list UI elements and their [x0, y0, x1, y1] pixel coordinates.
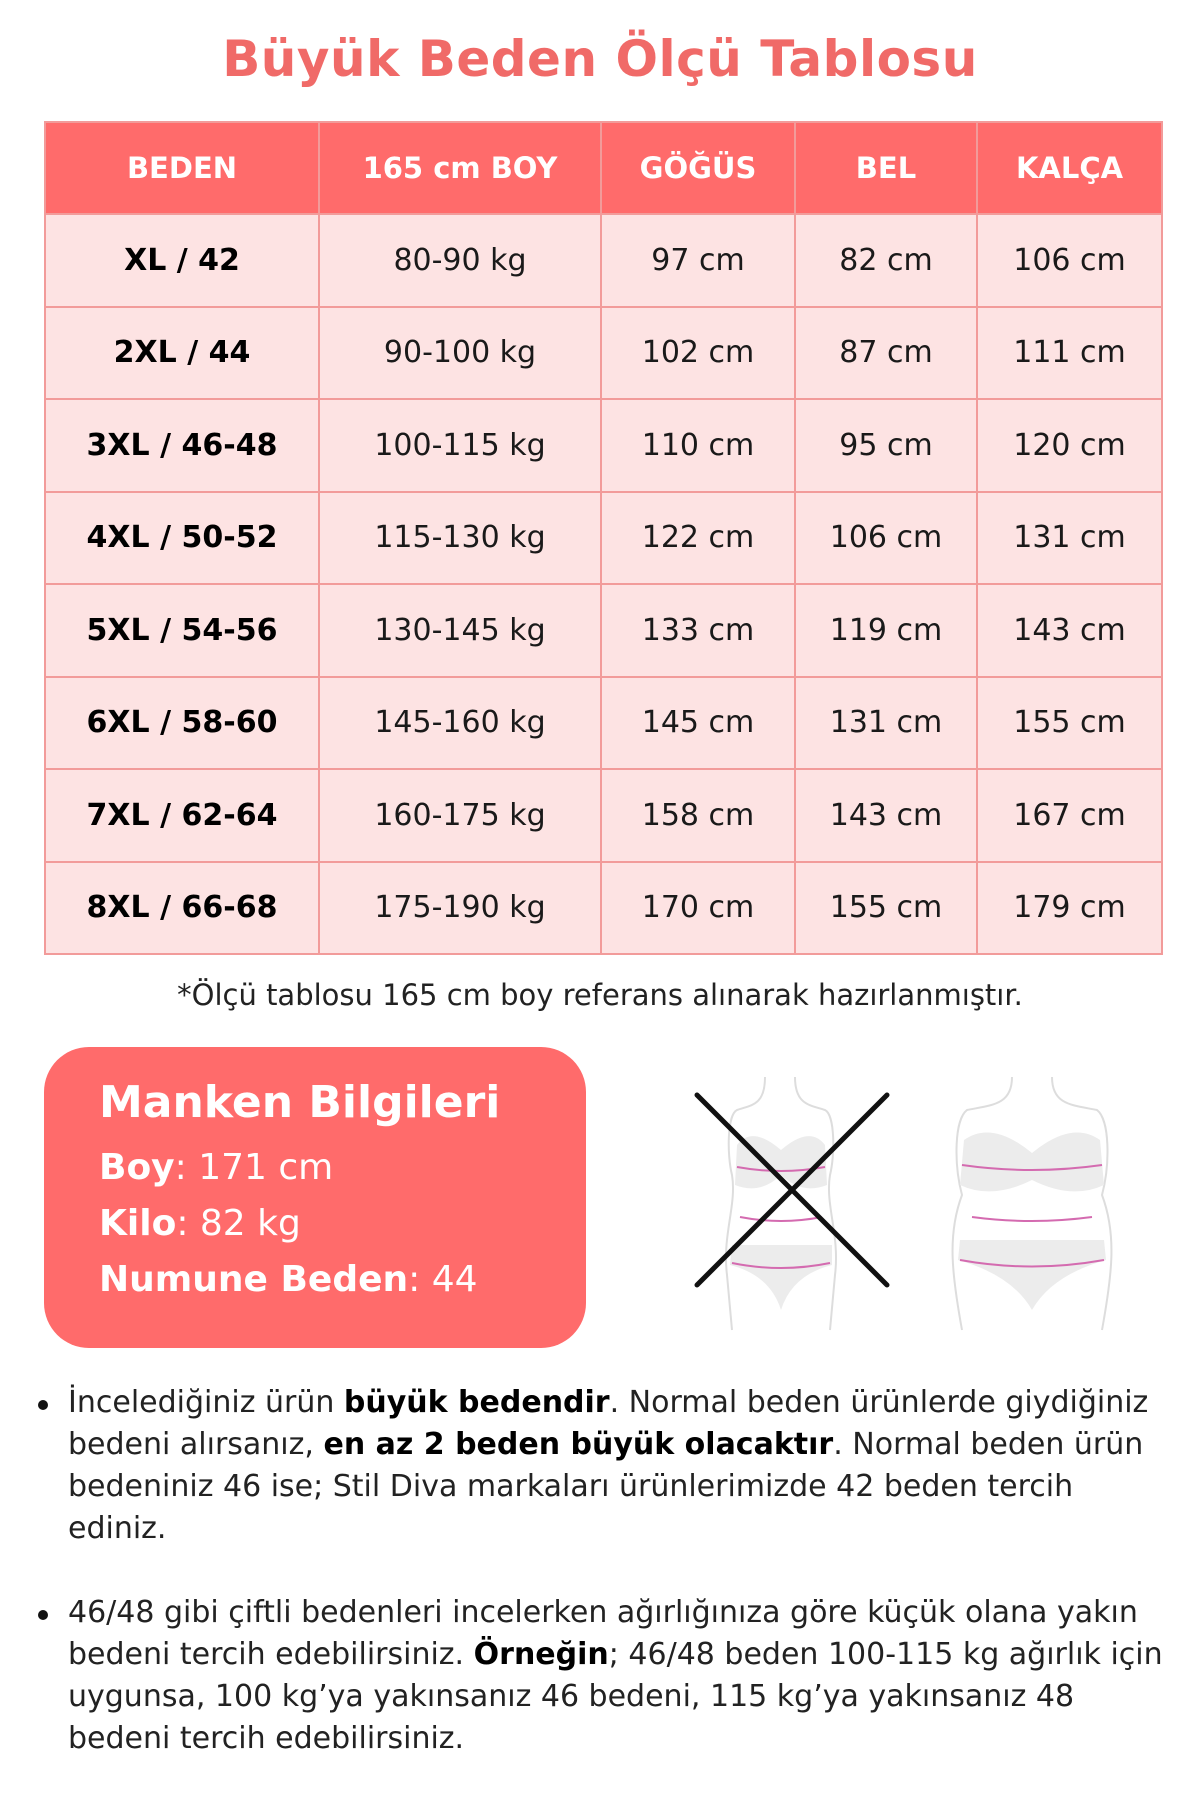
column-header: GÖĞÜS [600, 121, 796, 215]
table-row: XL / 42 80-90 kg 97 cm 82 cm 106 cm [44, 213, 1163, 308]
model-weight: Kilo: 82 kg [99, 1196, 586, 1252]
table-cell: 90-100 kg [318, 305, 602, 400]
text: . Normal beden ürünlerde giydiğiniz bede… [68, 1385, 1149, 1462]
model-height: Boy: 171 cm [99, 1140, 586, 1196]
label: Kilo [99, 1203, 177, 1244]
table-cell: 175-190 kg [318, 860, 602, 955]
cross-icon [694, 1092, 890, 1288]
table-cell: 97 cm [600, 213, 796, 308]
size-cell: 2XL / 44 [44, 305, 320, 400]
table-cell: 130-145 kg [318, 583, 602, 678]
model-info-title: Manken Bilgileri [99, 1077, 501, 1128]
label: Numune Beden [99, 1259, 409, 1300]
table-row: 2XL / 44 90-100 kg 102 cm 87 cm 111 cm [44, 305, 1163, 400]
bold-text: en az 2 beden büyük olacaktır [323, 1427, 834, 1462]
table-row: 8XL / 66-68 175-190 kg 170 cm 155 cm 179 cm [44, 860, 1163, 955]
text: . Normal beden ürün bedeniniz 46 ise; St… [68, 1427, 1144, 1546]
column-header: BEDEN [44, 121, 320, 215]
column-header: BEL [794, 121, 978, 215]
table-cell: 145-160 kg [318, 675, 602, 770]
table-cell: 143 cm [976, 583, 1163, 678]
size-cell: XL / 42 [44, 213, 320, 308]
text: 46/48 gibi çiftli bedenleri incelerken a… [68, 1595, 1138, 1672]
table-cell: 133 cm [600, 583, 796, 678]
column-header: KALÇA [976, 121, 1163, 215]
table-cell: 95 cm [794, 398, 978, 493]
size-cell: 8XL / 66-68 [44, 860, 320, 955]
table-cell: 106 cm [794, 490, 978, 585]
value: : 44 [408, 1259, 478, 1300]
list-item: 46/48 gibi çiftli bedenleri incelerken a… [38, 1592, 1178, 1760]
table-row: 7XL / 62-64 160-175 kg 158 cm 143 cm 167 cm [44, 768, 1163, 863]
table-cell: 122 cm [600, 490, 796, 585]
correct-body-figure-icon [951, 1076, 1113, 1331]
table-cell: 167 cm [976, 768, 1163, 863]
table-cell: 100-115 kg [318, 398, 602, 493]
size-cell: 4XL / 50-52 [44, 490, 320, 585]
table-cell: 143 cm [794, 768, 978, 863]
info-list: İncelediğiniz ürün büyük bedendir. Norma… [38, 1382, 1178, 1802]
table-cell: 158 cm [600, 768, 796, 863]
table-row: 3XL / 46-48 100-115 kg 110 cm 95 cm 120 cm [44, 398, 1163, 493]
table-cell: 145 cm [600, 675, 796, 770]
text: İncelediğiniz ürün [68, 1385, 344, 1420]
table-cell: 80-90 kg [318, 213, 602, 308]
label: Boy [99, 1147, 175, 1188]
model-info-card: Manken Bilgileri Boy: 171 cm Kilo: 82 kg… [44, 1047, 586, 1348]
bold-text: Örneğin [473, 1637, 609, 1672]
table-row: 6XL / 58-60 145-160 kg 145 cm 131 cm 155 cm [44, 675, 1163, 770]
table-cell: 87 cm [794, 305, 978, 400]
size-cell: 6XL / 58-60 [44, 675, 320, 770]
table-cell: 120 cm [976, 398, 1163, 493]
list-item: İncelediğiniz ürün büyük bedendir. Norma… [38, 1382, 1178, 1550]
value: : 82 kg [176, 1203, 301, 1244]
body-shape-illustration [694, 1076, 1113, 1331]
table-cell: 110 cm [600, 398, 796, 493]
table-cell: 131 cm [794, 675, 978, 770]
table-footnote: *Ölçü tablosu 165 cm boy referans alınar… [177, 978, 1023, 1012]
size-cell: 5XL / 54-56 [44, 583, 320, 678]
column-header: 165 cm BOY [318, 121, 602, 215]
table-cell: 82 cm [794, 213, 978, 308]
table-header-row: BEDEN 165 cm BOY GÖĞÜS BEL KALÇA [44, 121, 1163, 215]
table-cell: 155 cm [794, 860, 978, 955]
size-table: BEDEN 165 cm BOY GÖĞÜS BEL KALÇA XL / 42 80-9… [44, 121, 1163, 955]
size-cell: 3XL / 46-48 [44, 398, 320, 493]
value: : 171 cm [174, 1147, 334, 1188]
model-size: Numune Beden: 44 [99, 1252, 586, 1308]
page-title: Büyük Beden Ölçü Tablosu [222, 30, 978, 88]
table-row: 4XL / 50-52 115-130 kg 122 cm 106 cm 131 cm [44, 490, 1163, 585]
size-cell: 7XL / 62-64 [44, 768, 320, 863]
table-cell: 131 cm [976, 490, 1163, 585]
table-row: 5XL / 54-56 130-145 kg 133 cm 119 cm 143 cm [44, 583, 1163, 678]
table-cell: 111 cm [976, 305, 1163, 400]
table-cell: 106 cm [976, 213, 1163, 308]
table-cell: 170 cm [600, 860, 796, 955]
text: ; 46/48 beden 100-115 kg ağırlık için uy… [68, 1637, 1163, 1756]
table-cell: 102 cm [600, 305, 796, 400]
table-cell: 160-175 kg [318, 768, 602, 863]
bold-text: büyük bedendir [343, 1385, 610, 1420]
table-cell: 115-130 kg [318, 490, 602, 585]
table-cell: 155 cm [976, 675, 1163, 770]
table-cell: 119 cm [794, 583, 978, 678]
table-cell: 179 cm [976, 860, 1163, 955]
